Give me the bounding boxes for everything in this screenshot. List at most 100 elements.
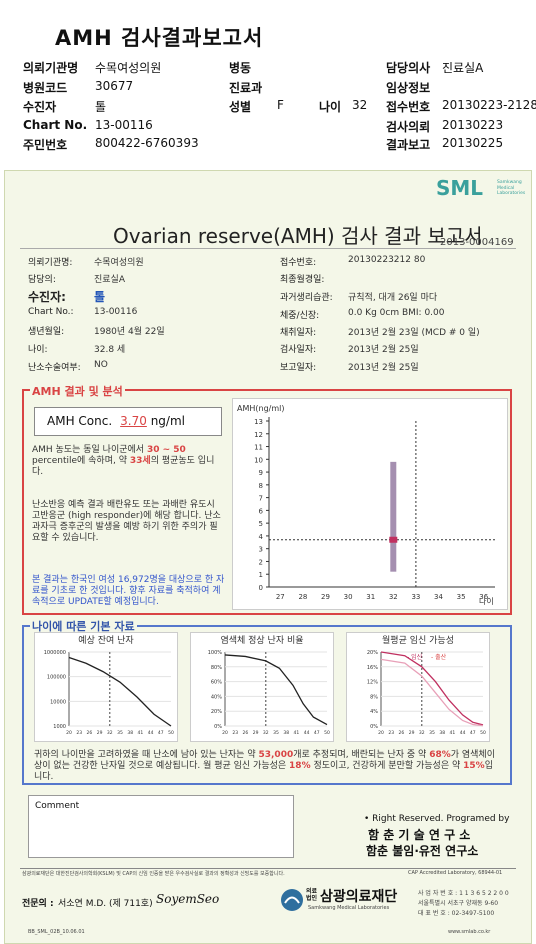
x-tick-label: 32	[263, 730, 269, 736]
text-run: AMH 농도는 동일 나이군에서	[32, 445, 145, 455]
x-tick-label: 50	[480, 730, 486, 736]
cap-accreditation: CAP Accredited Laboratory, 68944-01	[408, 870, 503, 876]
percentile-range: 30 ~ 50	[146, 445, 186, 455]
normal-ratio: 68%	[429, 750, 451, 760]
field-value: 진료실A	[442, 61, 484, 75]
info-label: 생년월일:	[28, 327, 65, 337]
info-label: 의뢰기관명:	[28, 258, 73, 268]
amh-data-note: 본 결과는 한국인 여성 16,972명을 대상으로 한 자료를 기초로 한 것…	[32, 575, 225, 607]
x-tick-label: 44	[460, 730, 466, 736]
amh-range-bar	[390, 461, 397, 572]
report-title: Ovarian reserve(AMH) 검사 결과 보고서	[113, 224, 483, 248]
x-tick-label: 41	[138, 730, 144, 736]
pregnancy-rate: 18%	[289, 761, 311, 771]
info-value: NO	[94, 360, 108, 370]
info-label: 나이:	[28, 345, 48, 355]
field-value: 20130223-21280	[442, 98, 536, 112]
x-tick-label: 36	[479, 593, 488, 601]
pregnancy-svg: 20% 16% 12% 8% 4% 0%20 23 26 29 32 35 38 41 44 47 50 - 임…	[367, 650, 486, 736]
field-label: 병동	[229, 61, 252, 75]
field-value: F	[277, 98, 284, 112]
info-value: 0.0 Kg 0cm BMI: 0.00	[348, 308, 445, 318]
x-tick-label: 23	[76, 730, 82, 736]
field-label: 병원코드	[23, 81, 68, 95]
y-tick-label: 8	[259, 482, 263, 490]
y-tick-label: 1000	[53, 724, 66, 730]
x-tick-label: 38	[283, 730, 289, 736]
birth-rate: 15%	[463, 761, 485, 771]
foundation-english: Samkwang Medical Laboratories	[308, 905, 390, 911]
pregnancy-chart: 월평균 임신 가능성 20% 16% 12% 8% 4% 0% 20 23 26 29 32 35 38…	[346, 632, 490, 742]
y-tick-label: 40%	[211, 694, 222, 700]
info-label: 접수번호:	[280, 258, 317, 268]
x-tick-label: 26	[243, 730, 249, 736]
y-tick-label: 100000	[47, 675, 66, 681]
y-tick-label: 12%	[367, 680, 378, 686]
text-run: 귀하의 나이만을 고려하였을 때 난소에 남아 있는 난자는 약	[34, 750, 256, 760]
phone: 대 표 번 호 : 02-3497-5100	[418, 910, 495, 917]
y-tick-label: 7	[259, 495, 263, 503]
x-tick-label: 23	[232, 730, 238, 736]
info-value: 규칙적, 대개 26일 마다	[348, 293, 438, 303]
y-tick-label: 2	[259, 558, 263, 566]
x-tick-label: 20	[378, 730, 384, 736]
normal-oocyte-chart: 염색체 정상 난자 비율 100% 80% 60% 40% 20% 0% 20 23 26 29 3…	[190, 632, 334, 742]
amh-percentile-text: AMH 농도는 동일 나이군에서 30 ~ 50 percentile에 속하며…	[32, 445, 224, 478]
field-value: 톨	[95, 100, 107, 114]
amh-chart: AMH(ng/ml) 0 1 2 3 4 5 6 7 8 9 10 11 12 13 27 28 29 30 31 32…	[232, 398, 508, 610]
field-label: 주민번호	[23, 138, 68, 152]
patient-marker	[389, 536, 398, 543]
equivalent-age: 33세	[129, 456, 151, 466]
info-label: 과거생리습관:	[280, 293, 333, 303]
x-tick-label: 41	[294, 730, 300, 736]
x-tick-label: 35	[117, 730, 123, 736]
y-tick-label: 60%	[211, 680, 222, 686]
x-tick-label: 32	[107, 730, 113, 736]
divider	[20, 868, 516, 869]
amh-result-box	[22, 389, 512, 615]
text-run: 가 염색체이상이 없는 건강한 난자일 것으로 예상됩니다. 월 평균 임신 가…	[34, 750, 495, 771]
text-run: percentile에 속하며, 약	[32, 456, 127, 466]
y-tick-label: 4	[259, 533, 264, 541]
x-axis-label: 나이	[479, 596, 494, 606]
x-tick-label: 41	[450, 730, 456, 736]
info-value: 13-00116	[94, 307, 138, 317]
info-label: 체중/신장:	[280, 311, 320, 321]
y-tick-label: 11	[254, 444, 263, 452]
field-label: 성별	[229, 100, 252, 114]
y-tick-label: 10000	[50, 699, 66, 705]
y-tick-label: 9	[259, 469, 263, 477]
chart-title: 월평균 임신 가능성	[382, 636, 454, 646]
chart-title: 예상 잔여 난자	[78, 636, 134, 646]
form-code: BB_SML_02B_10.06.01	[28, 929, 85, 935]
doctor-label: 전문의 :	[22, 899, 54, 909]
info-value: 2013년 2월 25일	[348, 363, 419, 373]
series-line	[68, 656, 172, 727]
info-label: 보고일자:	[280, 363, 317, 373]
info-value: 진료실A	[94, 275, 125, 285]
y-tick-label: 0%	[370, 724, 378, 730]
field-label: 결과보고	[386, 138, 431, 152]
amh-section-title: AMH 결과 및 분석	[30, 383, 125, 399]
comment-label: Comment	[35, 801, 80, 811]
info-label: 담당의:	[28, 275, 56, 285]
y-tick-label: 1	[259, 571, 263, 579]
x-tick-label: 35	[429, 730, 435, 736]
fine-print: 삼광의료재단은 대한진단검사의학회(KSLM) 및 CAP의 신임 인증을 받은…	[22, 871, 285, 877]
x-tick-label: 23	[388, 730, 394, 736]
info-value: 20130223212 80	[348, 255, 426, 265]
foundation-name: 삼광의료재단	[320, 889, 398, 905]
sml-logo: SML	[436, 176, 484, 200]
amh-response-text: 난소반응 예측 결과 배란유도 또는 과배란 유도시 고반응군 (high re…	[32, 500, 221, 543]
y-tick-label: 0	[259, 584, 263, 592]
info-value: 2013년 2월 25일	[348, 345, 419, 355]
info-label: 검사일자:	[280, 345, 317, 355]
y-tick-label: 16%	[367, 665, 378, 671]
x-tick-label: 50	[168, 730, 174, 736]
series-line	[380, 651, 484, 726]
info-label: Chart No.:	[28, 307, 74, 317]
x-tick-label: 29	[409, 730, 415, 736]
info-label: 최종월경일:	[280, 275, 325, 285]
